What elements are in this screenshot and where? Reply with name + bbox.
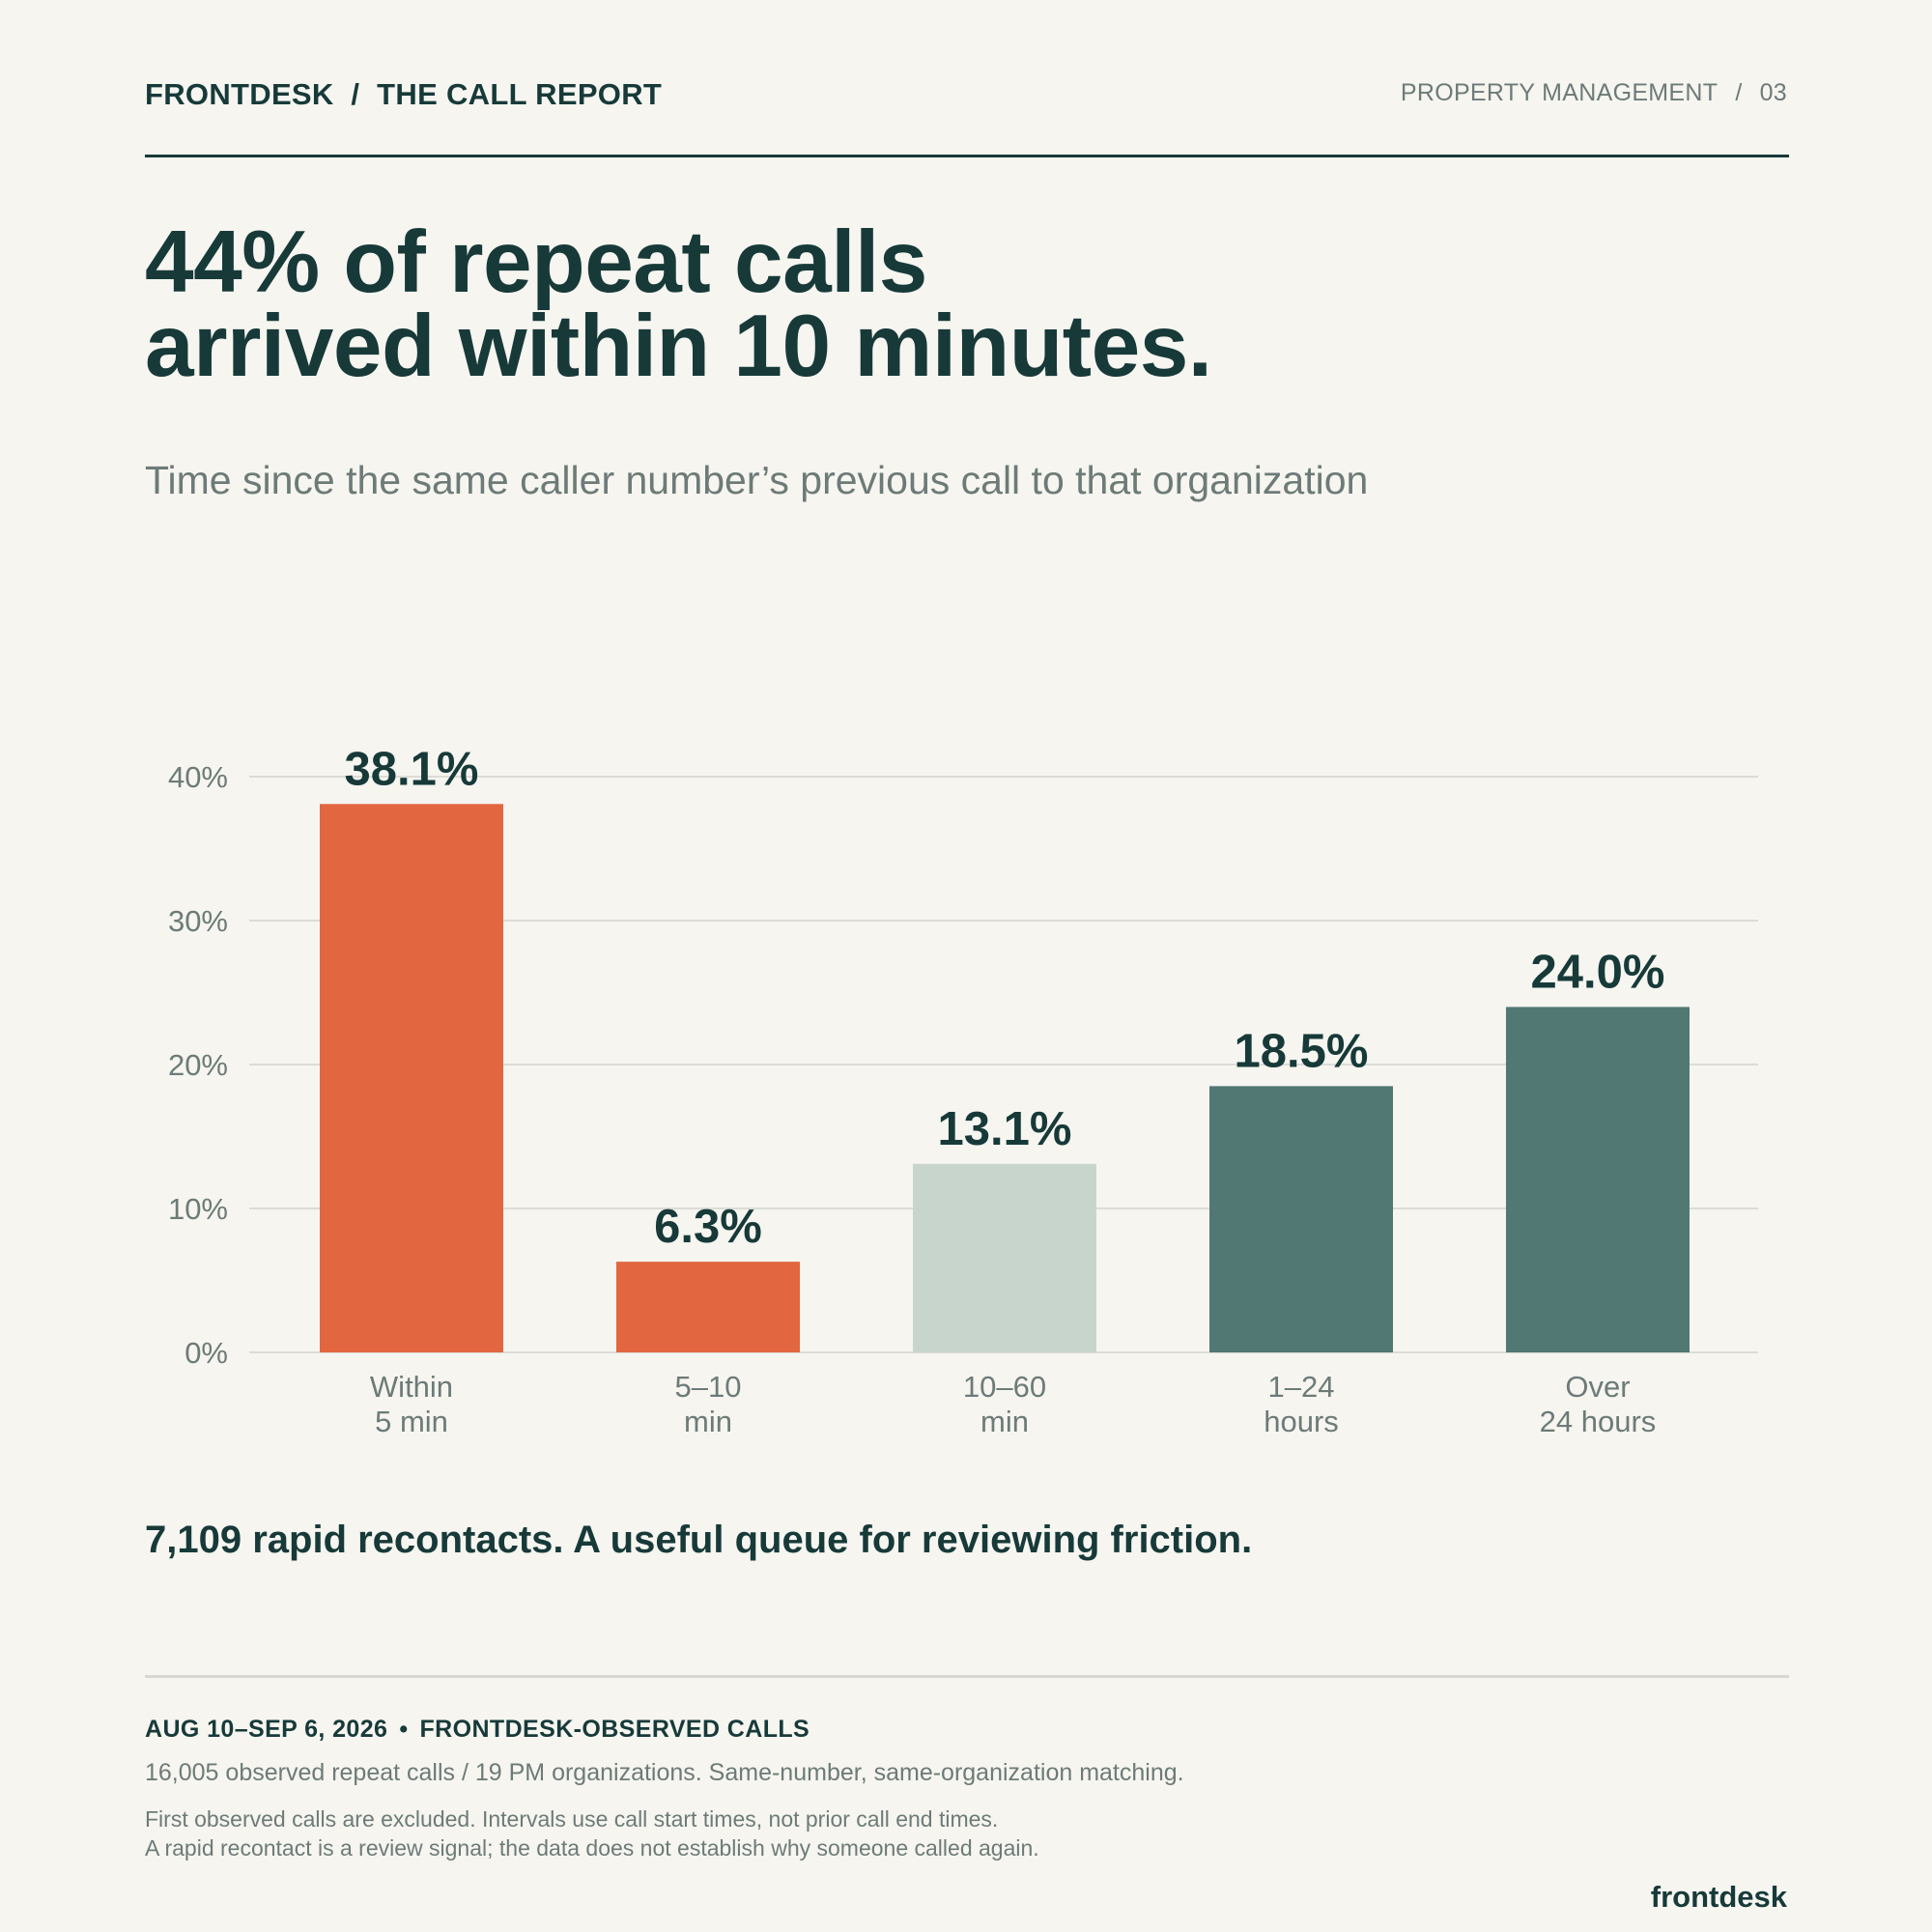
footer-note-2: A rapid recontact is a review signal; th… [145, 1835, 1039, 1861]
data-label: 13.1% [938, 1103, 1072, 1155]
footer-note-1: First observed calls are excluded. Inter… [145, 1806, 999, 1832]
chart-subtitle: Time since the same caller number’s prev… [145, 458, 1369, 502]
bar [616, 1262, 800, 1352]
data-label: 6.3% [654, 1201, 762, 1253]
x-tick-label: Within [370, 1370, 453, 1404]
x-tick-label: 5 min [375, 1405, 448, 1438]
x-tick-label: Over [1565, 1370, 1630, 1404]
x-tick-label: 10–60 [963, 1370, 1046, 1404]
y-tick-label: 0% [185, 1336, 228, 1370]
page-number: 03 [1759, 79, 1787, 106]
headline-line-2: arrived within 10 minutes. [145, 298, 1212, 395]
report-brand: FRONTDESK / THE CALL REPORT [145, 77, 663, 111]
footer-heading: AUG 10–SEP 6, 2026 • FRONTDESK-OBSERVED CA… [145, 1716, 810, 1744]
header-rule [145, 155, 1789, 157]
x-tick-label: 24 hours [1540, 1405, 1657, 1438]
footer-period: AUG 10–SEP 6, 2026 [145, 1716, 388, 1743]
y-tick-label: 40% [168, 760, 228, 794]
frontdesk-logo: frontdesk [1650, 1880, 1787, 1914]
bar [1209, 1086, 1393, 1352]
y-tick-label: 10% [168, 1192, 228, 1226]
section-separator: / [1735, 79, 1743, 106]
bar [1506, 1007, 1690, 1352]
data-label: 18.5% [1235, 1025, 1369, 1077]
x-tick-label: 1–24 [1268, 1370, 1335, 1404]
footer-source: FRONTDESK-OBSERVED CALLS [419, 1716, 810, 1743]
x-tick-label: hours [1264, 1405, 1339, 1438]
bar [320, 804, 503, 1352]
section-label: PROPERTY MANAGEMENT / 03 [1401, 79, 1787, 107]
bar [913, 1163, 1096, 1352]
x-tick-label: min [684, 1405, 732, 1438]
x-tick-label: min [980, 1405, 1029, 1438]
takeaway: 7,109 rapid recontacts. A useful queue f… [145, 1519, 1253, 1561]
x-tick-label: 5–10 [675, 1370, 742, 1404]
footer-bullet: • [399, 1716, 409, 1743]
y-tick-label: 30% [168, 904, 228, 938]
y-tick-label: 20% [168, 1048, 228, 1082]
headline-line-1: 44% of repeat calls [145, 213, 927, 311]
data-label: 38.1% [345, 743, 479, 795]
headline: 44% of repeat calls arrived within 10 mi… [145, 213, 1690, 395]
footer-rule [145, 1675, 1789, 1678]
data-label: 24.0% [1531, 946, 1665, 998]
footer-sample: 16,005 observed repeat calls / 19 PM org… [145, 1759, 1184, 1786]
footer-notes: First observed calls are excluded. Inter… [145, 1804, 1039, 1862]
section-name: PROPERTY MANAGEMENT [1400, 79, 1719, 106]
